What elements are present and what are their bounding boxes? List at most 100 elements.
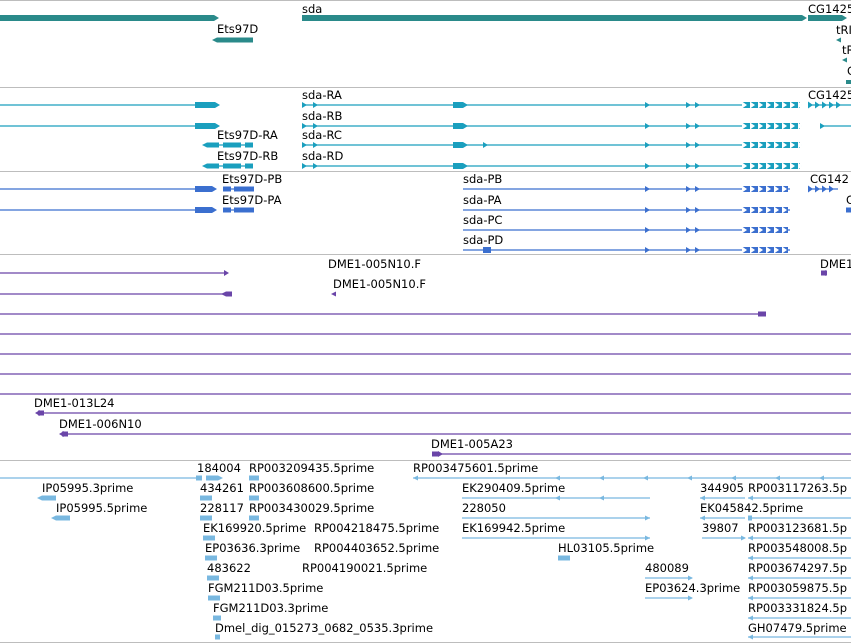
strand-arrow-left	[775, 475, 780, 481]
strand-arrow-right	[758, 162, 763, 170]
strand-arrow-right	[782, 122, 787, 130]
exon-block[interactable]	[821, 270, 827, 276]
exon-block[interactable]	[208, 595, 220, 601]
strand-arrow-right	[758, 206, 763, 214]
strand-arrow-right	[313, 142, 318, 148]
protein-label-ets97d-pa: Ets97D-PA	[222, 193, 282, 207]
exon-block[interactable]	[249, 515, 259, 521]
strand-arrow-left	[599, 495, 604, 501]
strand-arrow-left	[748, 575, 753, 581]
gene-label-sda: sda	[302, 2, 322, 16]
strand-arrow-right	[695, 123, 700, 129]
exon-block[interactable]	[200, 495, 212, 501]
exon-block[interactable]	[742, 207, 788, 213]
strand-arrow-right	[742, 101, 747, 109]
strand-arrow-right	[313, 102, 318, 108]
protein-label-p4: sda-PA	[463, 193, 502, 207]
exon-block[interactable]	[846, 207, 851, 213]
exon-block[interactable]	[758, 311, 766, 317]
exon-block[interactable]	[226, 291, 232, 297]
gene-fragment[interactable]	[846, 80, 851, 84]
exon-block[interactable]	[249, 495, 259, 501]
est-label-e20: EP03636.3prime	[205, 541, 300, 555]
strand-arrow-left	[748, 555, 753, 561]
exon-block[interactable]	[195, 102, 215, 108]
est-label-e14: EK045842.5prime	[700, 501, 803, 515]
strand-arrow-left	[700, 515, 705, 521]
strand-arrow-right	[686, 207, 691, 213]
clone-label-2: DME1-005N10.F	[333, 277, 426, 291]
est-label-e29: EP03624.3prime	[645, 581, 740, 595]
gene-sda-bar[interactable]	[302, 15, 802, 21]
strand-arrow-right	[790, 122, 795, 130]
exon-block[interactable]	[195, 186, 212, 192]
strand-arrow-right	[688, 575, 693, 581]
clone-label-1: DME1-005N10.F	[328, 257, 421, 271]
strand-arrow-right	[782, 101, 787, 109]
exon-block[interactable]	[453, 163, 463, 169]
exon-block[interactable]	[42, 495, 56, 501]
exon-block[interactable]	[206, 475, 218, 481]
exon-block[interactable]	[213, 615, 221, 621]
strand-arrow-right	[695, 142, 700, 148]
exon-block[interactable]	[205, 555, 217, 561]
strand-arrow-right	[215, 123, 220, 129]
est-label-e19: RP003123681.5p	[748, 521, 847, 535]
strand-arrow-right	[750, 246, 755, 254]
strand-arrow-right	[302, 163, 307, 169]
strand-arrow-right	[212, 207, 217, 213]
exon-block[interactable]	[453, 123, 463, 129]
exon-block[interactable]	[249, 475, 259, 481]
exon-block[interactable]	[195, 207, 212, 213]
est-label-e17: EK169942.5prime	[462, 521, 565, 535]
strand-arrow-left	[37, 495, 42, 501]
strand-arrow-left	[731, 475, 736, 481]
strand-arrow-left	[819, 475, 824, 481]
strand-arrow-left	[842, 57, 847, 63]
strand-arrow-right	[774, 206, 779, 214]
exon-block[interactable]	[196, 475, 202, 481]
clone-label-6: DME1-005A23	[431, 437, 513, 451]
gene-ets97d-small[interactable]	[217, 37, 253, 43]
exon-block[interactable]	[453, 142, 463, 148]
exon-block[interactable]	[207, 575, 219, 581]
exon-block[interactable]	[742, 247, 788, 253]
strand-arrow-right	[766, 162, 771, 170]
exon-block[interactable]	[742, 186, 788, 192]
strand-arrow-right	[224, 270, 229, 276]
strand-arrow-right	[463, 123, 468, 129]
strand-arrow-right	[686, 123, 691, 129]
est-label-e23: RP003548008.5p	[748, 541, 847, 555]
exon-block[interactable]	[742, 227, 788, 233]
exon-block[interactable]	[195, 123, 215, 129]
strand-arrow-right	[645, 123, 650, 129]
exon-block[interactable]	[483, 247, 491, 253]
strand-arrow-right	[645, 186, 650, 192]
gene-cg1425-bar[interactable]	[808, 15, 842, 21]
strand-arrow-right	[842, 15, 847, 21]
transcript-label-t2: sda-RB	[302, 109, 342, 123]
gene-ets97d-bar[interactable]	[0, 15, 214, 21]
protein-label-c: C	[846, 193, 851, 207]
strand-arrow-right	[798, 101, 803, 109]
exon-block[interactable]	[62, 431, 68, 437]
exon-block[interactable]	[200, 515, 212, 521]
strand-arrow-right	[742, 226, 747, 234]
est-label-e24: 483622	[207, 561, 251, 575]
strand-arrow-right	[463, 102, 468, 108]
strand-arrow-right	[695, 163, 700, 169]
strand-arrow-right	[758, 101, 763, 109]
exon-block[interactable]	[432, 451, 438, 457]
exon-block[interactable]	[203, 535, 215, 541]
exon-block[interactable]	[215, 634, 220, 640]
exon-block[interactable]	[38, 410, 44, 416]
strand-arrow-right	[766, 141, 771, 149]
strand-arrow-right	[750, 122, 755, 130]
strand-arrow-left	[202, 142, 207, 148]
exon-block[interactable]	[558, 555, 570, 561]
strand-arrow-right	[766, 101, 771, 109]
strand-arrow-right	[782, 206, 787, 214]
exon-block[interactable]	[56, 515, 70, 521]
exon-block[interactable]	[453, 102, 463, 108]
strand-arrow-right	[750, 162, 755, 170]
